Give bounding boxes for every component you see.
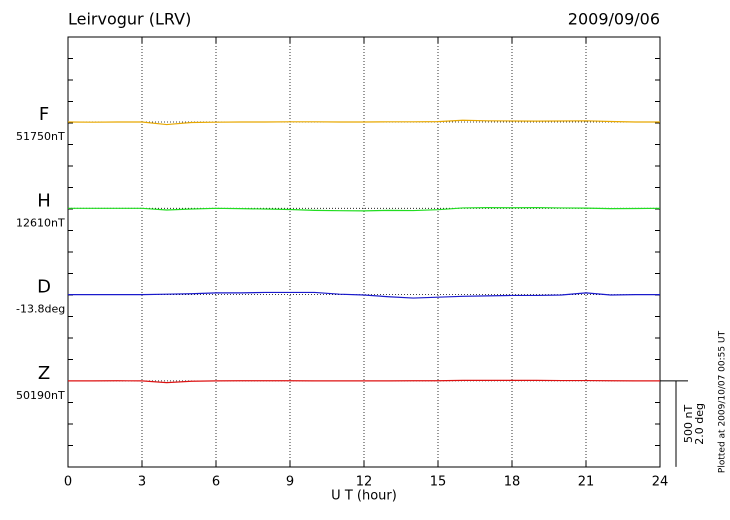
- x-tick-label: 18: [504, 475, 521, 490]
- series-line: [68, 291, 660, 299]
- x-tick-label: 12: [356, 475, 373, 490]
- baseline-label: 50190nT: [16, 389, 65, 402]
- x-tick-label: 9: [286, 475, 294, 490]
- x-tick-label: 15: [430, 475, 447, 490]
- x-tick-label: 24: [652, 475, 669, 490]
- series-line: [68, 207, 661, 212]
- chart-title: Leirvogur (LRV): [68, 10, 191, 29]
- scale-bar-label: 2.0 deg: [693, 403, 706, 445]
- series-line: [67, 119, 660, 126]
- baseline-label: 12610nT: [16, 216, 65, 229]
- plot-frame: [67, 36, 661, 468]
- plotted-note: Plotted at 2009/10/07 00:55 UT: [718, 330, 728, 473]
- baseline-label: -13.8deg: [16, 303, 65, 316]
- series-name: D: [37, 277, 51, 298]
- x-tick-label: 3: [138, 475, 146, 490]
- series-name: Z: [38, 363, 50, 384]
- x-tick-label: 21: [578, 475, 595, 490]
- baseline-label: 51750nT: [16, 130, 65, 143]
- x-tick-label: 0: [64, 475, 72, 490]
- x-axis-label: U T (hour): [331, 489, 397, 504]
- series-line: [68, 379, 660, 384]
- series-name: H: [37, 190, 51, 211]
- scale-bar-label: 500 nT: [682, 405, 695, 443]
- series-name: F: [39, 104, 49, 125]
- x-tick-label: 6: [212, 475, 220, 490]
- chart-date: 2009/09/06: [568, 10, 660, 29]
